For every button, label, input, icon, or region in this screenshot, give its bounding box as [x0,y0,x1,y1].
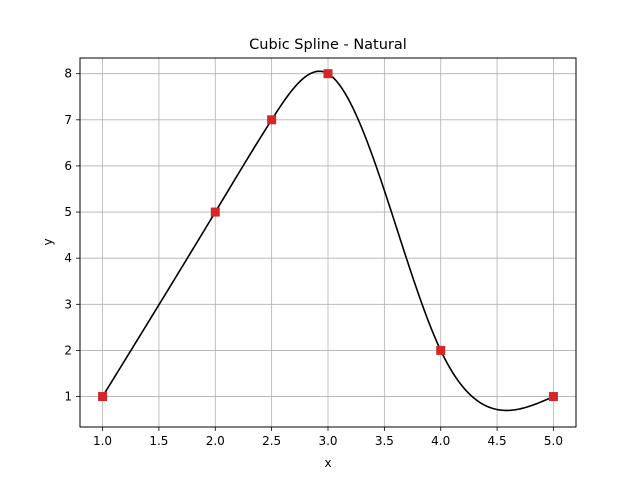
plot-frame [79,57,577,428]
data-point-marker [323,69,333,79]
data-point-marker [267,115,277,125]
ticks: 1.0 1.5 2.0 2.5 3.0 3.5 4.0 4.5 5.0 1 2 3 4 5 6 7 8 [64,67,563,448]
x-tick-label: 5.0 [544,434,563,448]
data-point-marker [210,207,220,217]
x-tick-label: 4.5 [488,434,507,448]
x-tick-label: 2.5 [262,434,281,448]
markers [98,69,558,402]
y-tick-label: 4 [64,251,72,265]
y-tick-label: 8 [64,67,72,81]
grid [80,58,576,427]
y-tick-label: 5 [64,205,72,219]
chart-title: Cubic Spline - Natural [249,37,407,53]
x-tick-label: 2.0 [206,434,225,448]
x-tick-label: 3.0 [318,434,337,448]
x-axis-label: x [324,456,331,470]
data-point-marker [98,392,108,402]
y-tick-label: 3 [64,297,72,311]
x-tick-label: 1.0 [93,434,112,448]
x-tick-label: 4.0 [431,434,450,448]
y-tick-label: 1 [64,390,72,404]
y-tick-label: 6 [64,159,72,173]
x-tick-label: 1.5 [149,434,168,448]
x-tick-label: 3.5 [375,434,394,448]
y-tick-label: 2 [64,343,72,357]
y-tick-label: 7 [64,113,72,127]
y-axis-label: y [41,238,55,245]
data-point-marker [548,392,558,402]
data-point-marker [436,345,446,355]
